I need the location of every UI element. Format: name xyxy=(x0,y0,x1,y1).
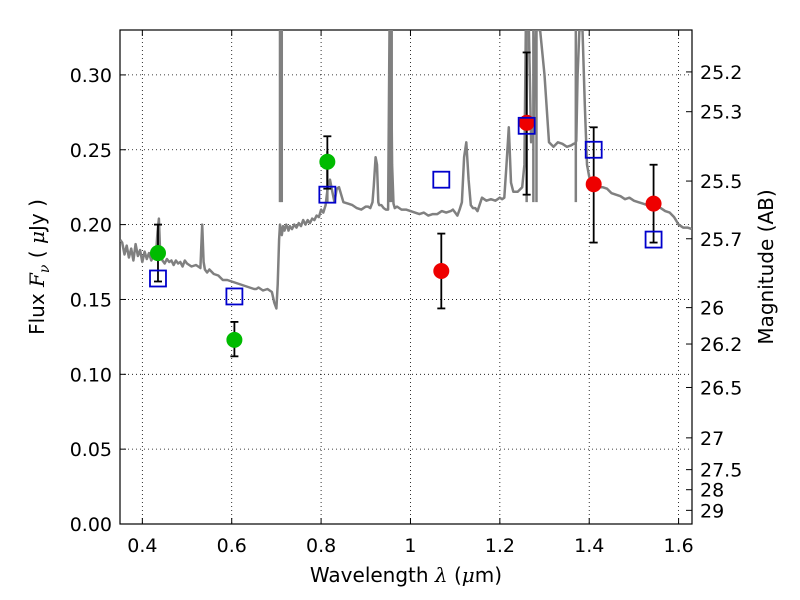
y2-tick-label: 25.5 xyxy=(700,171,742,193)
y2-axis-title: Magnitude (AB) xyxy=(754,189,778,344)
x-axis-title-prefix: Wavelength xyxy=(310,563,435,587)
y2-tick-label: 26.5 xyxy=(700,377,742,399)
y2-tick-label: 25.7 xyxy=(700,229,742,251)
data-point xyxy=(149,245,166,262)
x-axis-title-unit-mu: μ xyxy=(462,563,475,587)
model-point xyxy=(517,116,536,135)
y2-tick-label: 26.2 xyxy=(700,334,742,356)
y-axis-title-subscript: ν xyxy=(37,264,53,273)
x-axis-title: Wavelength λ (μm) xyxy=(310,563,502,587)
y-axis-title-unit-mu: μ xyxy=(25,231,49,244)
y-axis-title-prefix: Flux xyxy=(25,287,49,335)
x-tick-label: 0.4 xyxy=(127,535,157,557)
y2-tick-label: 25.3 xyxy=(700,102,742,124)
spectrum-line xyxy=(120,30,692,310)
data-point xyxy=(226,331,243,348)
y-axis-title-symbol: F xyxy=(25,272,49,288)
x-tick-label: 1.2 xyxy=(485,535,515,557)
x-tick-label: 0.8 xyxy=(306,535,336,557)
x-tick-label: 0.6 xyxy=(217,535,247,557)
y-tick-label: 0.10 xyxy=(70,364,112,386)
grid xyxy=(120,30,692,525)
x-tick-label: 1.4 xyxy=(574,535,604,557)
markers xyxy=(149,114,663,348)
y2-tick-label: 27 xyxy=(700,428,724,450)
spectrum-layer xyxy=(120,30,692,310)
x-axis-title-symbol: λ xyxy=(434,563,448,587)
data-point xyxy=(433,263,450,280)
y-axis-title-unit-open: ( xyxy=(25,244,49,265)
errorbars xyxy=(153,51,658,358)
y2-tick-label: 28 xyxy=(700,480,724,502)
y-axis-title: Flux Fν ( μJy ) xyxy=(25,199,53,335)
data-point xyxy=(585,176,602,193)
x-tick-label: 1.6 xyxy=(663,535,693,557)
y2-tick-label: 29 xyxy=(700,500,724,522)
y-tick-label: 0.30 xyxy=(70,65,112,87)
y-tick-label: 0.00 xyxy=(70,514,112,536)
y2-tick-label: 25.2 xyxy=(700,62,742,84)
model-point xyxy=(432,170,451,189)
x-axis-title-unit-rest: m) xyxy=(475,563,502,587)
y2-tick-label: 26 xyxy=(700,298,724,320)
y-tick-label: 0.05 xyxy=(70,439,112,461)
model-point xyxy=(584,140,603,159)
y-tick-label: 0.20 xyxy=(70,215,112,237)
model-point xyxy=(149,269,167,288)
plot-area xyxy=(119,29,693,525)
x-axis-title-unit-open: ( xyxy=(448,563,462,587)
model-point xyxy=(318,185,337,204)
y-tick-label: 0.25 xyxy=(70,140,112,162)
x-tick-label: 1 xyxy=(404,535,416,557)
model-point xyxy=(225,287,244,306)
data-point xyxy=(645,195,662,212)
model-point xyxy=(644,230,663,249)
y-axis-title-unit-rest: Jy ) xyxy=(25,199,49,233)
y2-tick-label: 27.5 xyxy=(700,460,742,482)
y-tick-label: 0.15 xyxy=(70,289,112,311)
axes: 0.4 0.6 0.8 1 1.2 1.4 1.6 0.00 0.05 0.10 0.15 0.20 0… xyxy=(70,30,742,557)
data-point xyxy=(319,153,336,170)
